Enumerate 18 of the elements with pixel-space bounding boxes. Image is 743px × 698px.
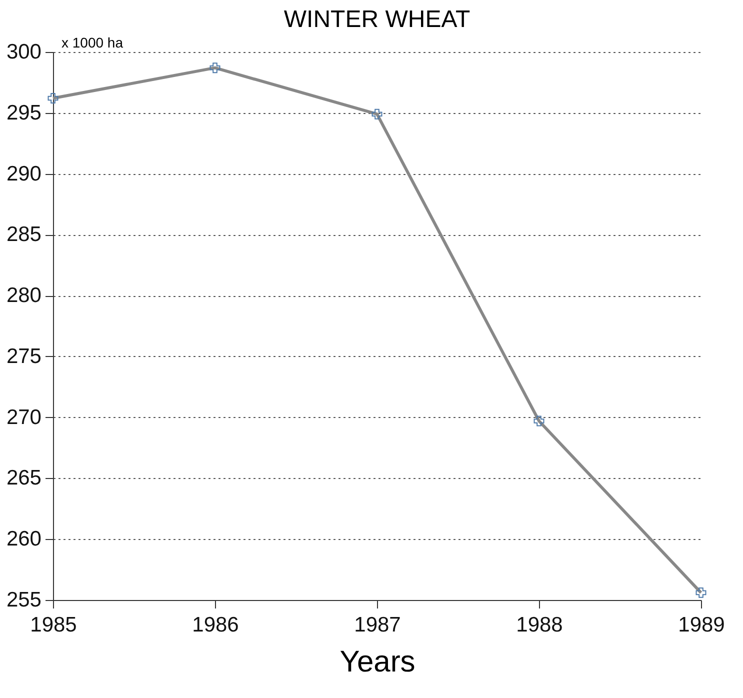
y-tick-label: 300 bbox=[6, 40, 42, 64]
x-tick-label: 1988 bbox=[516, 614, 563, 636]
y-tick-label: 290 bbox=[6, 162, 42, 186]
y-axis-title: x 1000 ha bbox=[62, 34, 124, 50]
y-tick-label: 280 bbox=[6, 284, 42, 308]
x-axis-title: Years bbox=[340, 646, 416, 678]
x-tick-label: 1987 bbox=[354, 614, 401, 636]
x-tick-label: 1985 bbox=[30, 614, 77, 636]
y-tick-label: 265 bbox=[6, 466, 42, 490]
x-tick-label: 1986 bbox=[192, 614, 239, 636]
y-tick-label: 260 bbox=[6, 528, 42, 551]
y-tick-label: 285 bbox=[6, 223, 42, 246]
y-tick-label: 275 bbox=[6, 344, 42, 368]
y-tick-label: 270 bbox=[6, 406, 42, 429]
y-tick-label: 295 bbox=[6, 101, 42, 124]
x-tick-label: 1989 bbox=[678, 614, 725, 636]
chart-title: WINTER WHEAT bbox=[284, 6, 470, 33]
y-tick-label: 255 bbox=[6, 588, 42, 612]
